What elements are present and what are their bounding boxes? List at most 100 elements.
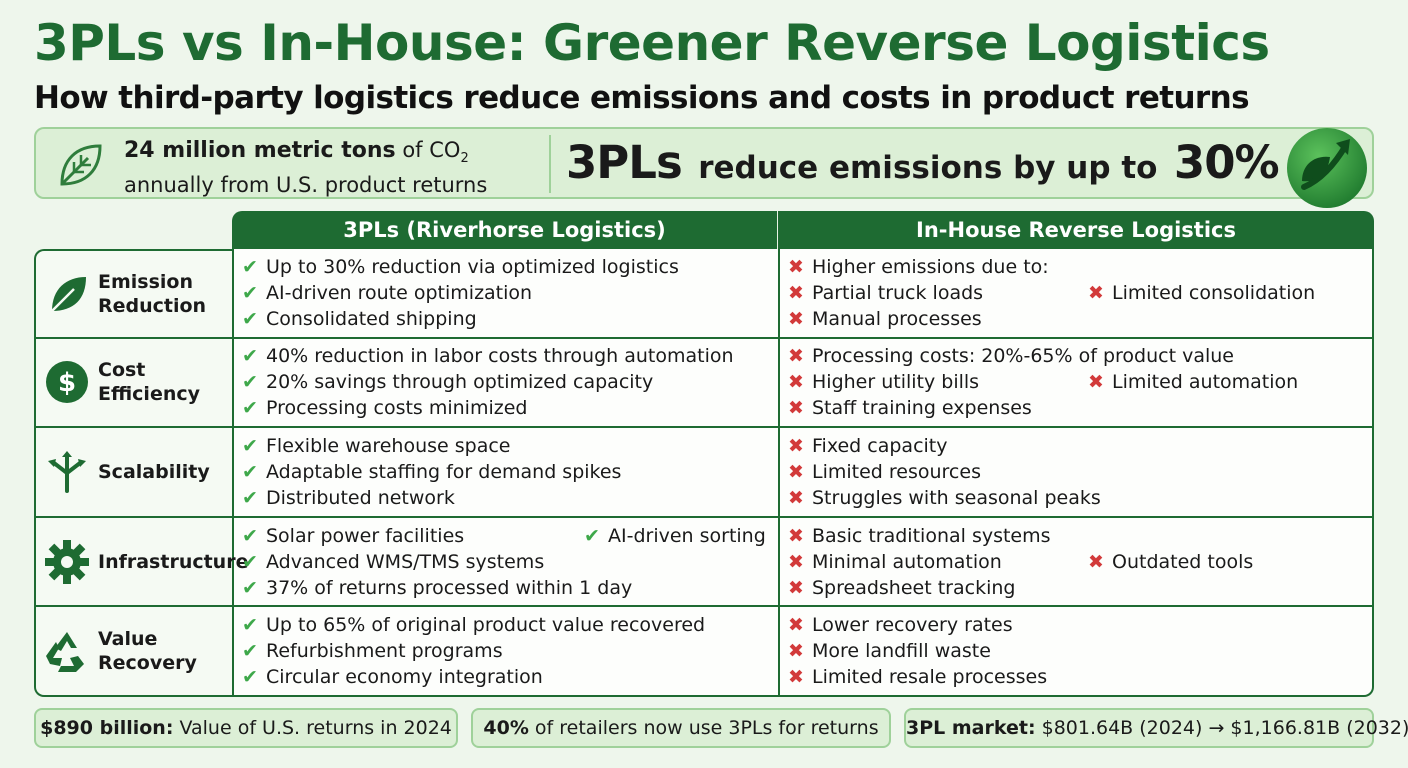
growth-leaf-badge-icon: [1287, 128, 1367, 208]
pro-item: ✔ Solar power facilities: [242, 523, 778, 549]
con-item: ✖ Processing costs: 20%-65% of product va…: [788, 343, 1372, 369]
cross-icon: ✖: [788, 307, 804, 330]
item-text: Circular economy integration: [266, 666, 543, 689]
item-text: Adaptable staffing for demand spikes: [266, 460, 622, 483]
check-icon: ✔: [242, 640, 258, 663]
con-item-side: ✖ Limited automation: [1088, 369, 1298, 395]
check-icon: ✔: [242, 524, 258, 547]
item-text: Partial truck loads: [812, 281, 984, 304]
check-icon: ✔: [242, 460, 258, 483]
cross-icon: ✖: [788, 524, 804, 547]
con-item: ✖ Higher utility bills: [788, 369, 1372, 395]
item-text: Up to 30% reduction via optimized logist…: [266, 255, 679, 278]
item-text: Advanced WMS/TMS systems: [266, 550, 545, 573]
item-text: Higher utility bills: [812, 371, 980, 394]
item-text: Refurbishment programs: [266, 640, 503, 663]
row-label-cell: $ Cost Efficiency: [34, 338, 232, 429]
banner-divider: [549, 135, 551, 193]
item-text: 37% of returns processed within 1 day: [266, 576, 633, 599]
check-icon: ✔: [242, 307, 258, 330]
row-label: Emission Reduction: [98, 270, 207, 317]
check-icon: ✔: [242, 281, 258, 304]
check-icon: ✔: [242, 345, 258, 368]
page-subtitle: How third-party logistics reduce emissio…: [34, 80, 1250, 116]
inhouse-cell: ✖ Processing costs: 20%-65% of product va…: [778, 338, 1374, 429]
pro-item: ✔ 37% of returns processed within 1 day: [242, 575, 778, 601]
leaf-icon: [51, 276, 86, 312]
con-item: ✖ Basic traditional systems: [788, 523, 1372, 549]
cross-icon: ✖: [788, 434, 804, 457]
3pl-cell: ✔ 40% reduction in labor costs through au…: [232, 338, 778, 429]
gear-icon: [45, 539, 89, 584]
leaf-outline-icon: [60, 144, 102, 186]
inhouse-cell: ✖ Higher emissions due to: ✖ Partial truck …: [778, 249, 1374, 339]
item-text: Limited automation: [1112, 371, 1299, 394]
reduction-stat: 3PLs reduce emissions by up to 30%: [566, 137, 1280, 195]
comparison-table: 3PLs (Riverhorse Logistics) In-House Rev…: [34, 211, 1374, 697]
footer-retailers-text: of retailers now use 3PLs for returns: [534, 717, 879, 739]
item-text: Processing costs: 20%-65% of product val…: [812, 345, 1234, 368]
check-icon: ✔: [242, 255, 258, 278]
item-text: Outdated tools: [1112, 550, 1254, 573]
table-row: Scalability ✔ Flexible warehouse space ✔ Ada…: [34, 428, 1374, 518]
cross-icon: ✖: [788, 371, 804, 394]
item-text: Staff training expenses: [812, 397, 1032, 420]
cross-icon: ✖: [788, 281, 804, 304]
check-icon: ✔: [584, 524, 600, 547]
pro-item: ✔ Circular economy integration: [242, 664, 778, 690]
cross-icon: ✖: [788, 666, 804, 689]
table-row: $ Cost Efficiency ✔ 40% reduction in labor …: [34, 338, 1374, 429]
item-text: Limited resale processes: [812, 666, 1048, 689]
reduction-text: reduce emissions by up to: [698, 150, 1158, 186]
check-icon: ✔: [242, 434, 258, 457]
con-item: ✖ Partial truck loads: [788, 280, 1372, 306]
item-text: Spreadsheet tracking: [812, 576, 1016, 599]
svg-text:$: $: [58, 368, 76, 398]
footer-returns-bold: $890 billion:: [40, 717, 174, 739]
co2-symbol: CO: [429, 138, 461, 162]
inhouse-cell: ✖ Fixed capacity ✖ Limited resources ✖ Strugg…: [778, 428, 1374, 518]
3pl-cell: ✔ Up to 30% reduction via optimized logis…: [232, 249, 778, 339]
co2-subscript: 2: [460, 151, 469, 167]
cross-icon: ✖: [788, 486, 804, 509]
item-text: AI-driven route optimization: [266, 281, 533, 304]
con-item: ✖ Fixed capacity: [788, 433, 1372, 459]
item-text: Fixed capacity: [812, 434, 948, 457]
pro-item: ✔ Up to 30% reduction via optimized logis…: [242, 254, 778, 280]
footer-retailers: 40% of retailers now use 3PLs for return…: [471, 708, 891, 748]
pro-item: ✔ Processing costs minimized: [242, 395, 778, 421]
pro-item-side: ✔ AI-driven sorting: [584, 523, 766, 549]
pro-item: ✔ Flexible warehouse space: [242, 433, 778, 459]
cross-icon: ✖: [788, 576, 804, 599]
check-icon: ✔: [242, 666, 258, 689]
item-text: Distributed network: [266, 486, 455, 509]
item-text: Minimal automation: [812, 550, 1002, 573]
item-text: Manual processes: [812, 307, 982, 330]
table-row: Emission Reduction ✔ Up to 30% reduction v…: [34, 249, 1374, 339]
cross-icon: ✖: [788, 640, 804, 663]
con-item: ✖ Spreadsheet tracking: [788, 575, 1372, 601]
cross-icon: ✖: [788, 397, 804, 420]
pro-item: ✔ Advanced WMS/TMS systems: [242, 549, 778, 575]
footer-returns-text: Value of U.S. returns in 2024: [179, 717, 452, 739]
check-icon: ✔: [242, 486, 258, 509]
item-text: Basic traditional systems: [812, 524, 1051, 547]
split-arrows-icon: [48, 450, 86, 493]
column-header-inhouse: In-House Reverse Logistics: [778, 211, 1374, 249]
con-item: ✖ Minimal automation: [788, 549, 1372, 575]
con-item-side: ✖ Outdated tools: [1088, 549, 1253, 575]
item-text: More landfill waste: [812, 640, 991, 663]
check-icon: ✔: [242, 371, 258, 394]
con-item: ✖ Manual processes: [788, 306, 1372, 332]
dollar-icon: $: [46, 361, 88, 404]
inhouse-cell: ✖ Lower recovery rates ✖ More landfill wast…: [778, 607, 1374, 697]
column-header-3pl: 3PLs (Riverhorse Logistics): [232, 211, 778, 249]
3pl-cell: ✔ Up to 65% of original product value rec…: [232, 607, 778, 697]
item-text: 40% reduction in labor costs through aut…: [266, 345, 734, 368]
pro-item: ✔ 20% savings through optimized capacity: [242, 369, 778, 395]
row-label: Cost Efficiency: [98, 359, 201, 406]
item-text: Limited consolidation: [1112, 281, 1316, 304]
item-text: Up to 65% of original product value reco…: [266, 614, 706, 637]
footer-retailers-bold: 40%: [483, 717, 529, 739]
pro-item: ✔ 40% reduction in labor costs through au…: [242, 343, 778, 369]
